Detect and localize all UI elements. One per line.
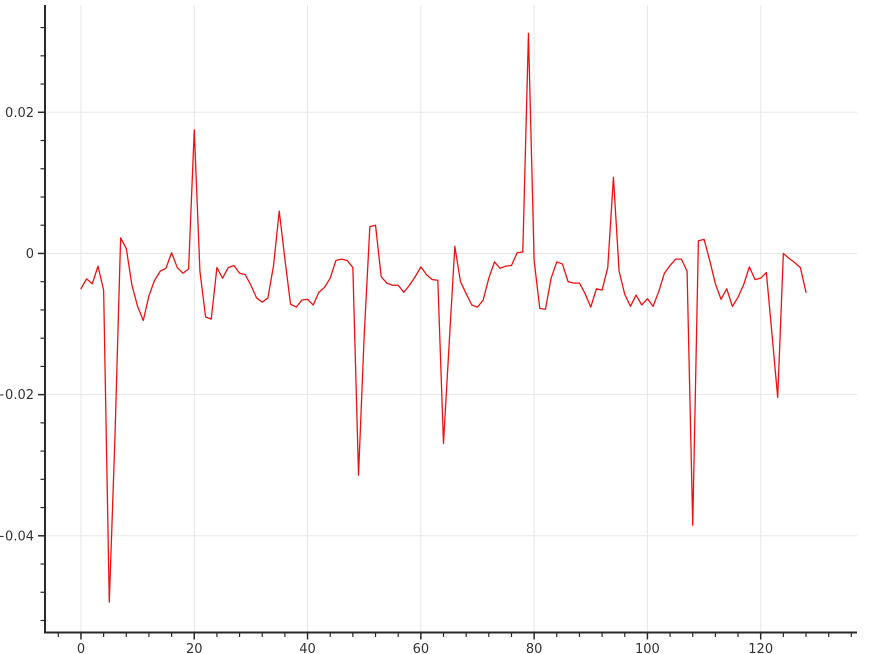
y-tick-label-3: −0.04	[0, 529, 34, 544]
x-tick-label-4: 80	[526, 642, 543, 654]
y-tick-label-1: 0	[26, 247, 34, 262]
x-tick-label-2: 40	[299, 642, 316, 654]
x-tick-label-1: 20	[186, 642, 203, 654]
y-tick-label-0: 0.02	[5, 106, 34, 121]
x-tick-label-5: 100	[635, 642, 660, 654]
x-tick-label-3: 60	[413, 642, 430, 654]
x-tick-label-6: 120	[748, 642, 773, 654]
x-tick-label-0: 0	[77, 642, 85, 654]
y-tick-label-2: −0.02	[0, 388, 34, 403]
series-line-0	[80, 32, 807, 603]
